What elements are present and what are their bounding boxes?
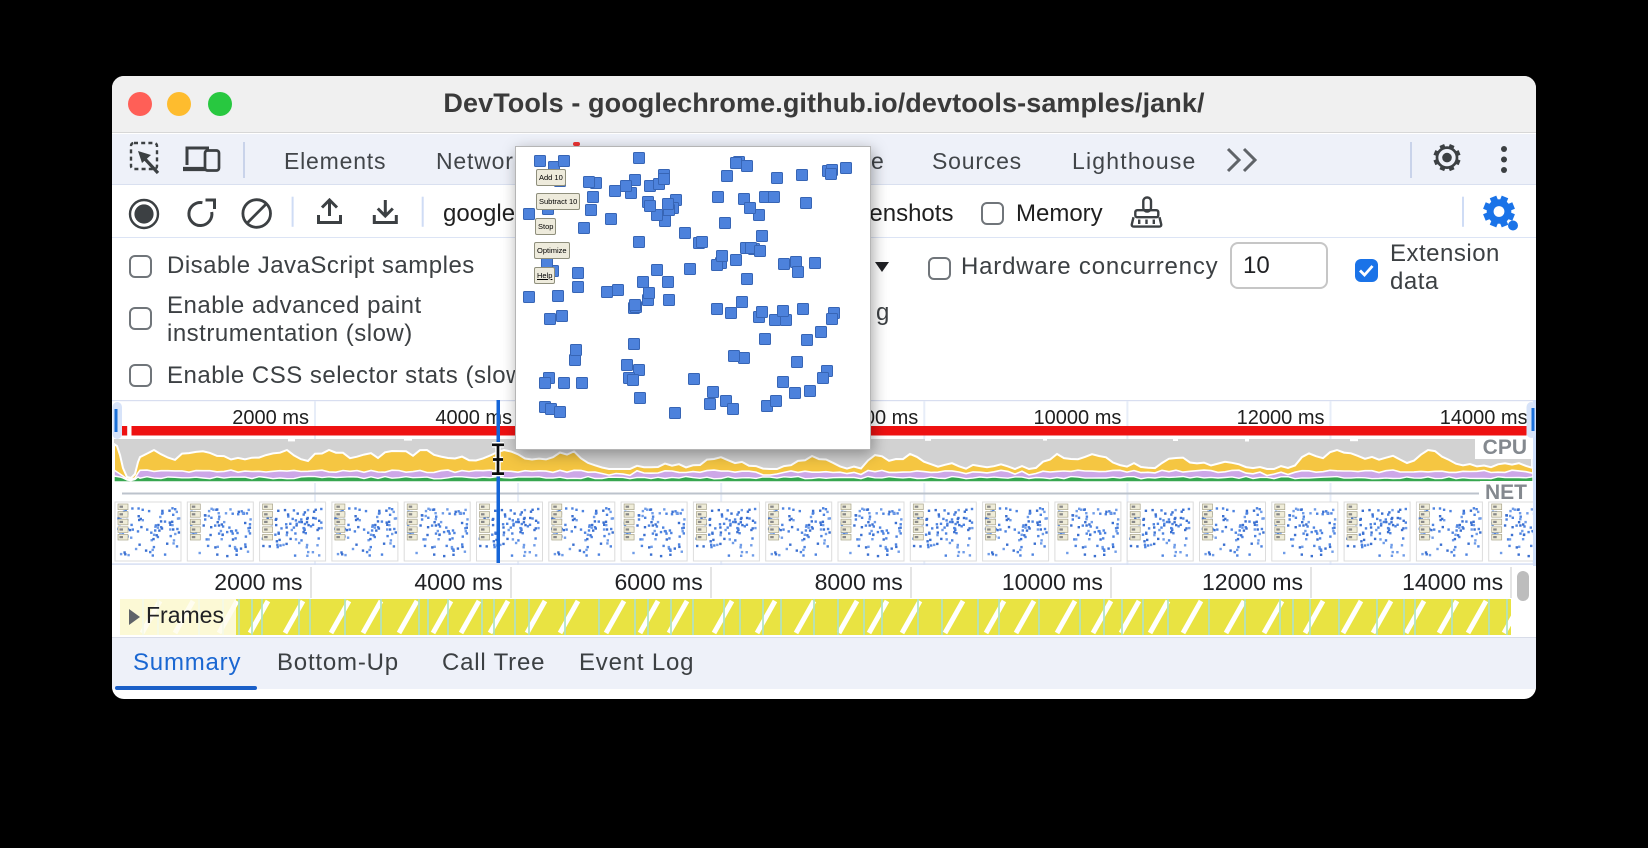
svg-text:12000 ms: 12000 ms: [1237, 407, 1325, 429]
svg-text:2000 ms: 2000 ms: [232, 407, 309, 429]
svg-text:CPU: CPU: [1483, 436, 1527, 459]
svg-text:NET: NET: [1485, 481, 1527, 504]
svg-text:14000 ms: 14000 ms: [1440, 407, 1528, 429]
svg-text:10000 ms: 10000 ms: [1034, 407, 1122, 429]
svg-text:4000 ms: 4000 ms: [435, 407, 512, 429]
